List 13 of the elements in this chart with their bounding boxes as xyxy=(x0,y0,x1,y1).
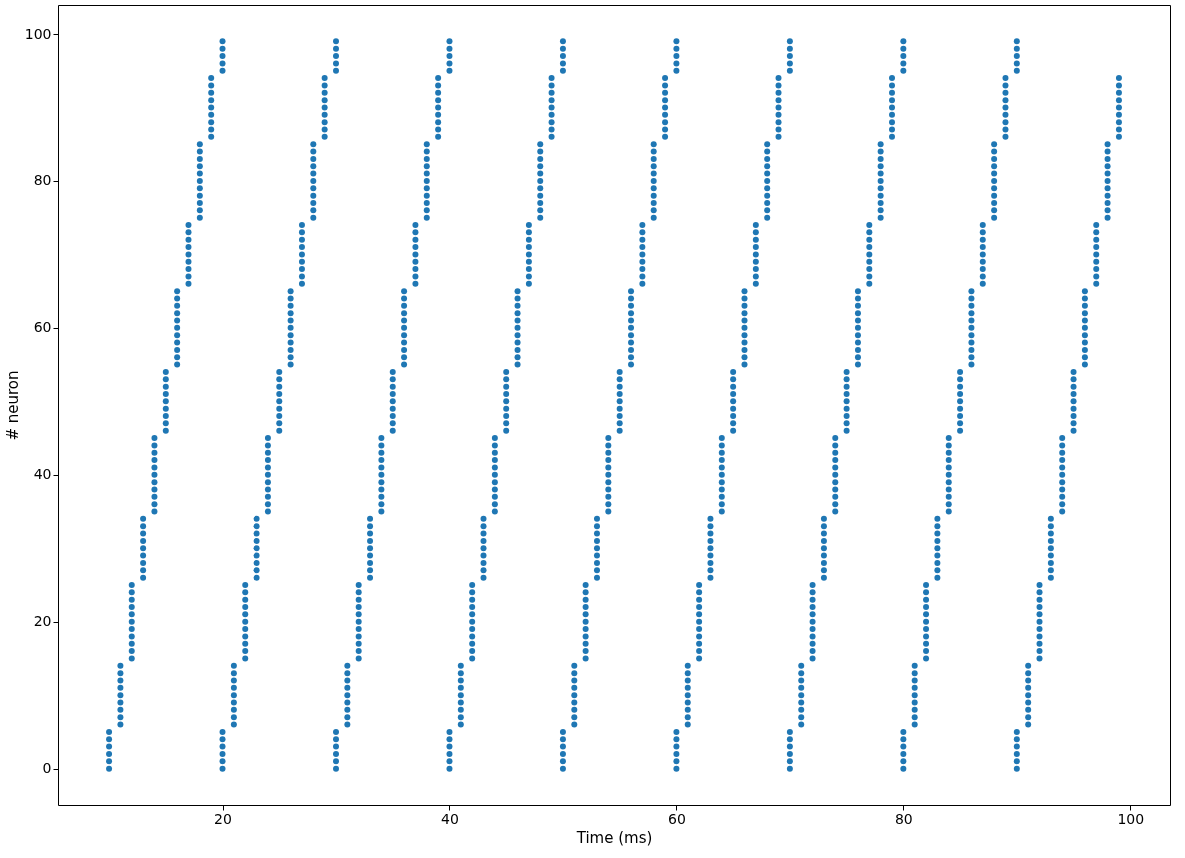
y-axis-title: # neuron xyxy=(3,370,22,441)
y-tick-label: 40 xyxy=(33,466,52,483)
x-tick-label: 20 xyxy=(214,810,232,827)
y-tick-label: 80 xyxy=(33,172,52,189)
y-tick-label: 60 xyxy=(33,319,52,336)
y-tick-label: 20 xyxy=(33,613,52,630)
x-tick-label: 60 xyxy=(667,810,686,827)
y-tick-label: 100 xyxy=(24,25,52,42)
y-tick-label: 0 xyxy=(42,760,52,777)
x-tick-label: 80 xyxy=(894,810,913,827)
x-axis-title: Time (ms) xyxy=(575,828,653,847)
x-tick-label: 100 xyxy=(1117,810,1145,827)
x-tick-label: 40 xyxy=(441,810,459,827)
